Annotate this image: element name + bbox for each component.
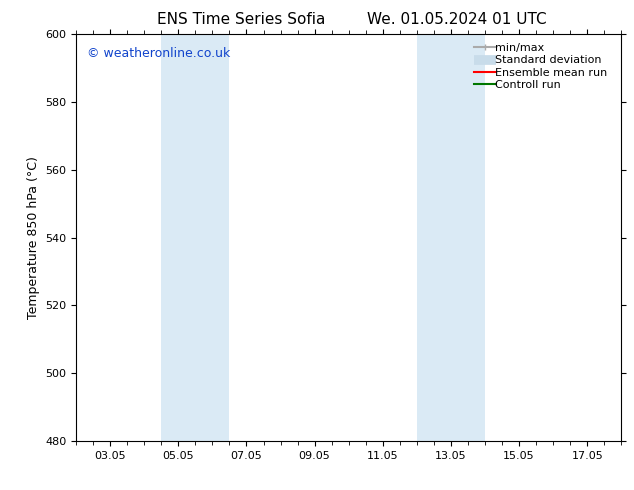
Bar (417, 34, 485, 441)
Text: ENS Time Series Sofia: ENS Time Series Sofia (157, 12, 325, 27)
Legend: min/max, Standard deviation, Ensemble mean run, Controll run: min/max, Standard deviation, Ensemble me… (470, 40, 616, 93)
Text: We. 01.05.2024 01 UTC: We. 01.05.2024 01 UTC (366, 12, 547, 27)
Bar (161, 34, 230, 441)
Text: © weatheronline.co.uk: © weatheronline.co.uk (87, 47, 230, 59)
Y-axis label: Temperature 850 hPa (°C): Temperature 850 hPa (°C) (27, 156, 39, 319)
